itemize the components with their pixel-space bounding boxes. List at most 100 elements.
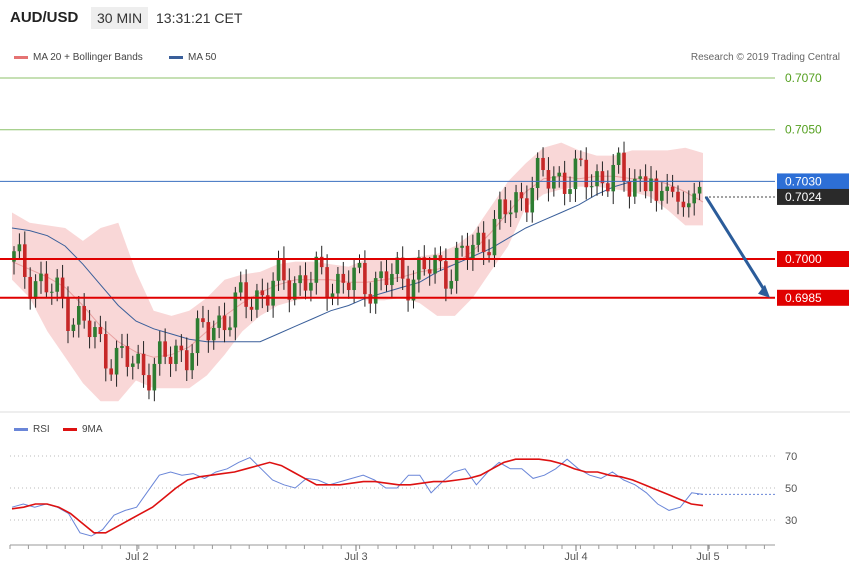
candle-body: [454, 247, 459, 281]
symbol-label: AUD/USD: [10, 9, 79, 26]
candle-body: [309, 282, 313, 291]
candle-body: [271, 280, 275, 306]
candle-body: [168, 356, 173, 364]
interval-badge[interactable]: 30 MIN: [91, 7, 149, 29]
candle-body: [12, 251, 16, 262]
candle-body: [282, 258, 286, 281]
candle-body: [390, 273, 394, 286]
candle-body: [589, 186, 594, 188]
candle-body: [98, 327, 103, 335]
candle-body: [579, 158, 583, 160]
candle-body: [481, 232, 486, 253]
candle-body: [465, 245, 470, 260]
candle-body: [147, 375, 151, 391]
candle-body: [228, 327, 232, 331]
candle-body: [395, 257, 400, 274]
candle-body: [157, 341, 162, 364]
candle-body: [422, 257, 427, 270]
candle-body: [476, 232, 481, 245]
ma20-swatch: [14, 55, 28, 59]
candle-body: [600, 171, 605, 184]
candle-body: [654, 178, 659, 201]
candle-body: [141, 353, 146, 376]
candle-body: [498, 199, 502, 219]
candle-body: [346, 282, 351, 291]
candle-body: [530, 188, 535, 213]
candle-body: [557, 172, 562, 177]
candle-body: [460, 245, 464, 248]
candle-body: [82, 306, 86, 321]
candle-body: [568, 189, 572, 194]
candle-body: [130, 363, 135, 367]
rsi-tick-label: 70: [785, 451, 797, 463]
candle-body: [314, 256, 319, 283]
price-tick-label: 0.7050: [785, 123, 822, 137]
candle-body: [71, 324, 76, 331]
candle-body: [17, 244, 22, 252]
candle-body: [93, 327, 97, 338]
candle-body: [670, 186, 675, 192]
candle-body: [471, 244, 475, 260]
candle-body: [606, 183, 610, 192]
candle-body: [352, 267, 356, 291]
x-tick-label: Jul 4: [564, 551, 587, 563]
ma9-legend-label: 9MA: [82, 424, 103, 435]
candle-body: [616, 152, 621, 165]
x-tick-label: Jul 3: [344, 551, 367, 563]
candle-body: [287, 280, 292, 300]
candle-body: [692, 193, 697, 204]
candle-body: [22, 244, 27, 277]
candle-body: [249, 306, 254, 310]
candle-body: [206, 322, 211, 341]
candle-body: [697, 186, 702, 194]
ma50-line: [11, 180, 703, 343]
candle-body: [384, 271, 389, 286]
ma50-legend: MA 50: [169, 52, 216, 63]
last-price-label: 0.7024: [785, 190, 822, 204]
rsi-tick-label: 30: [785, 515, 797, 527]
candle-body: [400, 257, 405, 279]
candle-body: [303, 275, 308, 291]
candle-body: [643, 176, 648, 192]
candle-body: [638, 176, 643, 179]
candle-body: [363, 262, 367, 295]
candle-body: [562, 172, 567, 194]
candle-body: [201, 318, 205, 323]
support-tag: [777, 251, 849, 267]
candle-body: [546, 170, 551, 189]
candle-body: [260, 290, 265, 296]
candle-body: [319, 256, 324, 268]
support-label: 0.6985: [785, 291, 822, 305]
candle-body: [519, 192, 524, 199]
candle-body: [184, 350, 189, 371]
candle-body: [125, 346, 130, 367]
candle-body: [44, 273, 49, 293]
candle-body: [136, 353, 140, 364]
ma50-legend-label: MA 50: [188, 52, 217, 63]
candle-body: [114, 347, 119, 375]
candle-body: [611, 164, 616, 192]
resistance-label: 0.7030: [785, 174, 822, 188]
candle-body: [649, 178, 653, 192]
candle-body: [660, 190, 664, 201]
candle-body: [406, 278, 410, 301]
rsi-tick-label: 50: [785, 483, 797, 495]
candle-body: [584, 159, 589, 188]
bollinger-band: [12, 142, 703, 402]
candle-body: [633, 178, 637, 197]
rsi-legend: RSI: [14, 424, 50, 435]
timestamp-label: 13:31:21 CET: [156, 10, 243, 26]
candle-body: [573, 158, 578, 190]
resistance-tag: [777, 173, 849, 190]
candle-body: [427, 269, 432, 274]
candle-body: [179, 345, 184, 351]
forecast-arrow: [704, 196, 768, 294]
candle-body: [411, 279, 416, 301]
rsi-ma9-line: [11, 458, 704, 534]
candle-body: [357, 262, 362, 268]
candle-body: [222, 315, 227, 331]
candle-body: [535, 157, 540, 189]
candle-body: [276, 258, 281, 281]
candle-body: [217, 315, 221, 328]
